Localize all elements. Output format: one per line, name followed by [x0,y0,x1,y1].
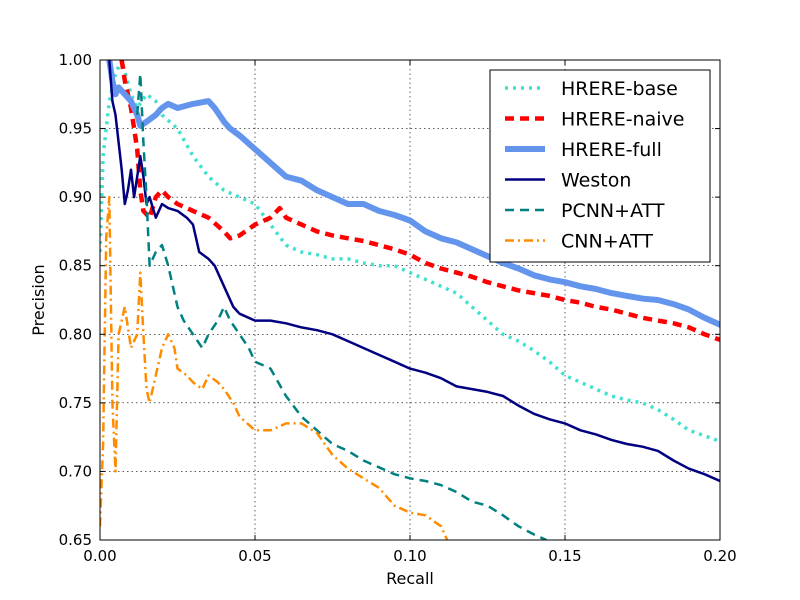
y-tick-label: 0.90 [59,188,92,206]
x-tick-label: 0.00 [83,547,116,565]
series-line-cnn-att [100,195,449,540]
series-line-weston [108,60,720,483]
legend-label-weston: Weston [561,170,631,192]
y-tick-label: 0.70 [59,462,92,480]
grid [100,60,720,540]
x-tick-label: 0.05 [238,547,271,565]
legend: HRERE-base HRERE-naive HRERE-full Weston PCN… [489,69,711,263]
y-tick-label: 0.75 [59,394,92,412]
y-axis-label: Precision [29,264,48,335]
series-line-pcnn-att [135,72,547,540]
x-axis-label: Recall [386,569,434,588]
series-line-hrere-naive [119,60,720,342]
legend-label-hrere-naive: HRERE-naive [561,109,684,131]
y-tick-label: 1.00 [59,51,92,69]
x-tick-label: 0.15 [548,547,581,565]
legend-box [489,69,711,263]
x-tick-label: 0.10 [393,547,426,565]
axis-ticks: 0.00 0.05 0.10 0.15 0.20 0.65 0.70 0.75 0.80 0.85… [59,51,737,565]
legend-label-hrere-base: HRERE-base [561,78,678,100]
y-tick-label: 0.65 [59,531,92,549]
series-lines [100,60,720,540]
legend-label-pcnn-att: PCNN+ATT [561,200,665,222]
series-line-hrere-base [100,60,720,443]
legend-label-cnn-att: CNN+ATT [561,231,653,253]
x-tick-label: 0.20 [703,547,736,565]
y-tick-label: 0.85 [59,257,92,275]
y-tick-label: 0.80 [59,325,92,343]
series-line-hrere-full [106,60,720,328]
legend-label-hrere-full: HRERE-full [561,139,662,161]
y-tick-label: 0.95 [59,120,92,138]
